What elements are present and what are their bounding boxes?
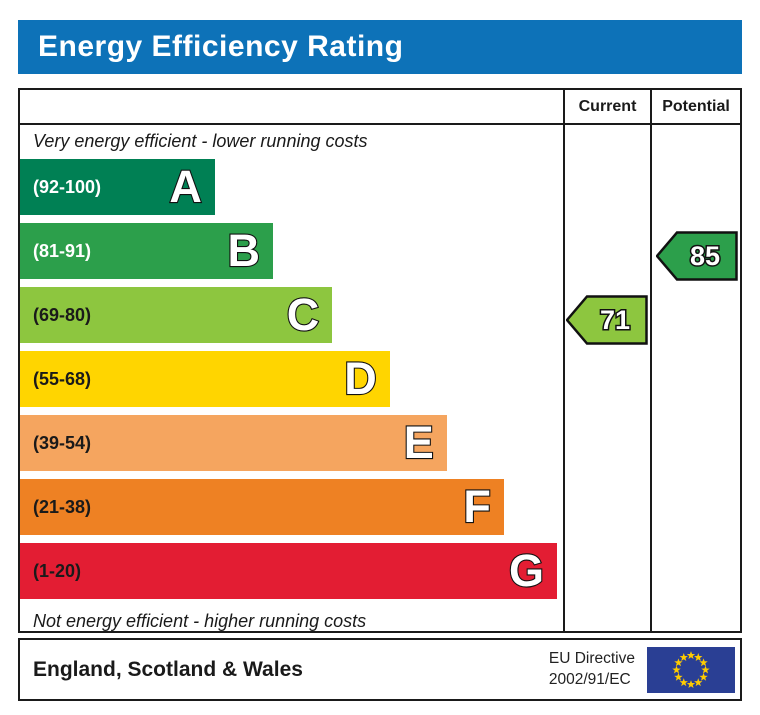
column-header-potential: Potential — [650, 90, 740, 123]
band-range-label: (69-80) — [33, 304, 92, 325]
table-body: Very energy efficient - lower running co… — [20, 125, 740, 631]
band-row-d: (55-68) D — [20, 351, 563, 415]
current-column: 71 — [563, 125, 650, 631]
eu-directive-line1: EU Directive — [548, 650, 635, 668]
band-letter: B — [226, 224, 261, 277]
band-range-label: (92-100) — [33, 176, 102, 197]
band-row-b: (81-91) B — [20, 223, 563, 287]
band-bar-a: (92-100) A — [20, 159, 215, 215]
band-bar-f: (21-38) F — [20, 479, 504, 535]
eu-directive-line2: 2002/91/EC — [548, 670, 631, 688]
band-row-f: (21-38) F — [20, 479, 563, 543]
band-row-c: (69-80) C — [20, 287, 563, 351]
band-letter: C — [286, 288, 321, 341]
bands-column: Very energy efficient - lower running co… — [20, 125, 563, 631]
rating-table: Current Potential Very energy efficient … — [18, 88, 742, 633]
region-label: England, Scotland & Wales — [33, 657, 303, 681]
band-row-g: (1-20) G — [20, 543, 563, 607]
page-title: Energy Efficiency Rating — [38, 30, 404, 63]
rating-bands: (92-100) A (81-91) B (69-80) C (55-68) D (39-54)… — [20, 159, 563, 607]
band-range-label: (81-91) — [33, 240, 92, 261]
band-bar-e: (39-54) E — [20, 415, 447, 471]
svg-text:71: 71 — [600, 305, 630, 335]
header-spacer — [20, 90, 563, 123]
band-letter: E — [403, 416, 435, 469]
band-range-label: (1-20) — [33, 560, 82, 581]
band-letter: D — [343, 352, 378, 405]
band-bar-c: (69-80) C — [20, 287, 333, 343]
potential-column: 85 — [650, 125, 740, 631]
column-header-current: Current — [563, 90, 650, 123]
band-bar-d: (55-68) D — [20, 351, 390, 407]
eu-flag-icon — [647, 646, 735, 693]
band-bar-b: (81-91) B — [20, 223, 274, 279]
svg-text:85: 85 — [690, 241, 720, 271]
bottom-note: Not energy efficient - higher running co… — [33, 611, 367, 631]
table-header-row: Current Potential — [20, 90, 740, 125]
potential-rating-arrow: 85 — [655, 231, 738, 281]
top-note: Very energy efficient - lower running co… — [33, 131, 368, 151]
chart-title-bar: Energy Efficiency Rating — [18, 20, 742, 74]
band-letter: F — [462, 480, 492, 533]
band-row-a: (92-100) A — [20, 159, 563, 223]
current-rating-arrow: 71 — [565, 295, 648, 345]
band-bar-g: (1-20) G — [20, 543, 558, 599]
footer: England, Scotland & Wales EU Directive 2… — [18, 638, 742, 701]
band-letter: G — [508, 544, 545, 597]
band-range-label: (39-54) — [33, 432, 92, 453]
band-row-e: (39-54) E — [20, 415, 563, 479]
band-letter: A — [168, 160, 203, 213]
eu-directive-label: EU Directive 2002/91/EC — [549, 649, 635, 689]
band-range-label: (21-38) — [33, 496, 92, 517]
band-range-label: (55-68) — [33, 368, 92, 389]
